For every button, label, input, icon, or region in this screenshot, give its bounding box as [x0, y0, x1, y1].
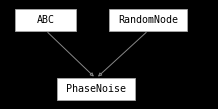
Text: PhaseNoise: PhaseNoise — [66, 84, 126, 94]
Text: RandomNode: RandomNode — [118, 15, 178, 25]
FancyBboxPatch shape — [57, 78, 135, 100]
Text: ABC: ABC — [37, 15, 55, 25]
FancyBboxPatch shape — [109, 9, 187, 31]
FancyBboxPatch shape — [15, 9, 76, 31]
